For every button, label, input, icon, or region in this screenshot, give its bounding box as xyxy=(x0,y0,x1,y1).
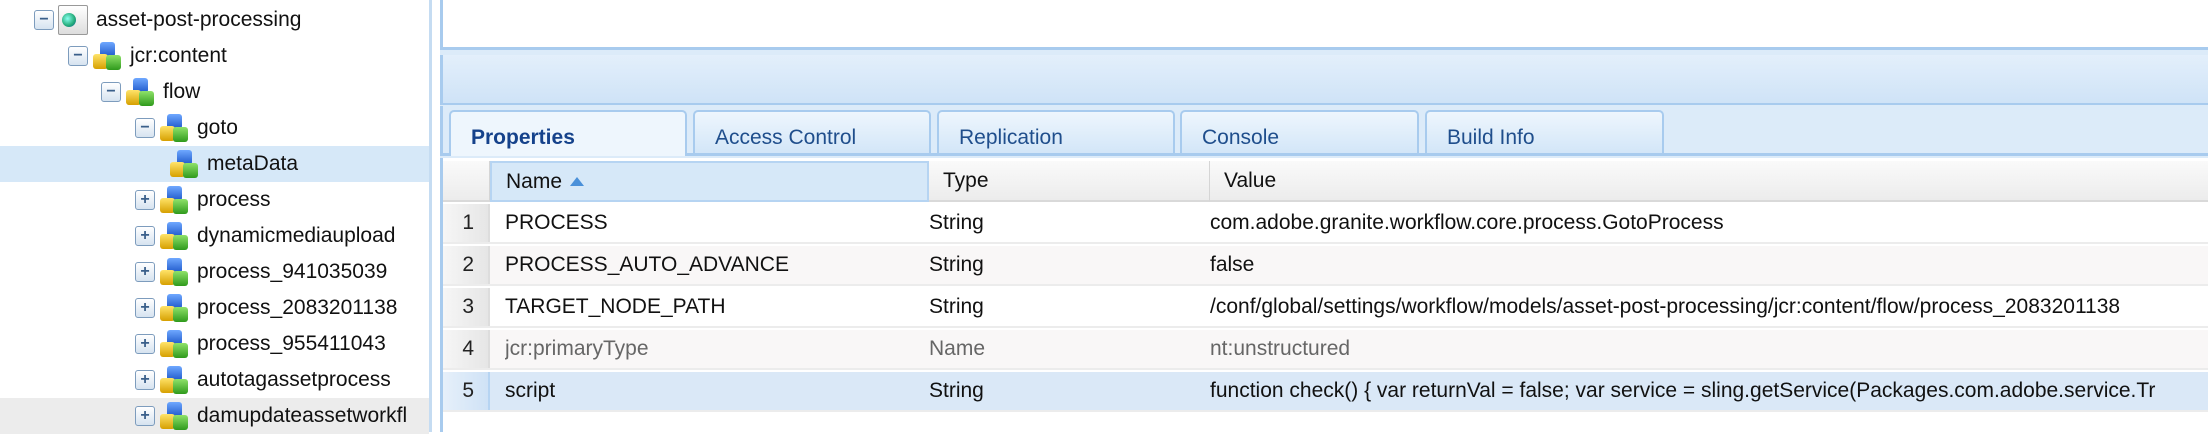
expand-icon[interactable]: + xyxy=(135,262,155,282)
property-value: /conf/global/settings/workflow/models/as… xyxy=(1210,295,2121,318)
expand-icon[interactable]: + xyxy=(135,190,155,210)
expand-icon[interactable]: + xyxy=(135,226,155,246)
node-icon xyxy=(159,401,189,431)
row-number: 2 xyxy=(443,246,490,284)
column-header-name-label: Name xyxy=(506,169,563,193)
tree-node-label: asset-post-processing xyxy=(96,8,302,31)
tree-node-label: goto xyxy=(197,116,238,139)
tab-bar: Properties Access Control Replication Co… xyxy=(440,106,2208,156)
row-number-header xyxy=(443,161,490,202)
property-name: TARGET_NODE_PATH xyxy=(505,295,726,318)
tree-node-label: jcr:content xyxy=(130,44,227,67)
column-header-name[interactable]: Name xyxy=(490,161,929,202)
node-icon xyxy=(159,113,189,143)
property-type: String xyxy=(929,211,984,234)
row-number: 3 xyxy=(443,288,490,326)
top-panel xyxy=(440,0,2208,50)
table-row[interactable]: 3 TARGET_NODE_PATH String /conf/global/s… xyxy=(443,288,2208,328)
collapse-icon[interactable]: − xyxy=(68,46,88,66)
toolbar xyxy=(440,55,2208,105)
table-row[interactable]: 1 PROCESS String com.adobe.granite.workf… xyxy=(443,204,2208,244)
node-icon xyxy=(125,77,155,107)
properties-grid: Name Type Value 1 PROCESS String com.ado… xyxy=(440,158,2208,432)
expand-icon[interactable]: + xyxy=(135,334,155,354)
tree-node-label: process_955411043 xyxy=(197,332,386,355)
table-row[interactable]: 4 jcr:primaryType Name nt:unstructured xyxy=(443,330,2208,370)
property-type: String xyxy=(929,295,984,318)
property-value: com.adobe.granite.workflow.core.process.… xyxy=(1210,211,1724,234)
property-type: String xyxy=(929,379,984,402)
tree-node[interactable]: − asset-post-processing xyxy=(0,2,429,38)
property-value: function check() { var returnVal = false… xyxy=(1210,379,2156,402)
tree-node[interactable]: + autotagassetprocess xyxy=(0,362,429,398)
property-value: false xyxy=(1210,253,1255,276)
content-panel: Properties Access Control Replication Co… xyxy=(440,0,2208,432)
property-type: String xyxy=(929,253,984,276)
tree-node[interactable]: + dynamicmediaupload xyxy=(0,218,429,254)
tree-node[interactable]: metaData xyxy=(0,146,429,182)
tree-node-label: metaData xyxy=(207,152,299,175)
expand-icon[interactable]: + xyxy=(135,370,155,390)
collapse-icon[interactable]: − xyxy=(135,118,155,138)
row-number: 1 xyxy=(443,204,490,242)
tab-console[interactable]: Console xyxy=(1180,110,1419,153)
tree-node[interactable]: − goto xyxy=(0,110,429,146)
column-header-type[interactable]: Type xyxy=(929,161,1210,202)
node-icon xyxy=(159,293,189,323)
repository-tree: − asset-post-processing − jcr:content − flow −… xyxy=(0,0,432,434)
tree-node[interactable]: + damupdateassetworkfl xyxy=(0,398,429,434)
node-icon xyxy=(159,221,189,251)
tree-node[interactable]: + process_941035039 xyxy=(0,254,429,290)
tree-node[interactable]: − jcr:content xyxy=(0,38,429,74)
property-name: PROCESS xyxy=(505,211,608,234)
tree-node[interactable]: + process xyxy=(0,182,429,218)
property-name: script xyxy=(505,379,556,402)
tree-node[interactable]: + process_2083201138 xyxy=(0,290,429,326)
property-type: Name xyxy=(929,337,986,360)
tab-access-control[interactable]: Access Control xyxy=(693,110,931,153)
expand-icon[interactable]: + xyxy=(135,406,155,426)
collapse-icon[interactable]: − xyxy=(101,82,121,102)
table-row[interactable]: 2 PROCESS_AUTO_ADVANCE String false xyxy=(443,246,2208,286)
tree-node-label: autotagassetprocess xyxy=(197,368,391,391)
property-name: jcr:primaryType xyxy=(505,337,649,360)
tree-node[interactable]: + process_955411043 xyxy=(0,326,429,362)
sort-ascending-icon xyxy=(570,177,585,186)
tree-node[interactable]: − flow xyxy=(0,74,429,110)
node-icon xyxy=(92,41,122,71)
tree-node-label: damupdateassetworkfl xyxy=(197,404,408,427)
row-number: 4 xyxy=(443,330,490,368)
tree-node-label: flow xyxy=(163,80,201,103)
page-globe-icon xyxy=(58,5,88,35)
property-value: nt:unstructured xyxy=(1210,337,1351,360)
row-number: 5 xyxy=(443,372,490,410)
expand-icon[interactable]: + xyxy=(135,298,155,318)
table-row[interactable]: 5 script String function check() { var r… xyxy=(443,372,2208,412)
node-icon xyxy=(159,365,189,395)
tree-node-label: process_941035039 xyxy=(197,260,388,283)
tab-build-info[interactable]: Build Info xyxy=(1425,110,1664,153)
node-icon xyxy=(159,185,189,215)
node-icon xyxy=(159,257,189,287)
tree-node-label: process xyxy=(197,188,271,211)
tab-replication[interactable]: Replication xyxy=(937,110,1175,153)
tab-properties[interactable]: Properties xyxy=(449,110,687,156)
node-icon xyxy=(169,149,199,179)
property-name: PROCESS_AUTO_ADVANCE xyxy=(505,253,789,276)
column-header-value[interactable]: Value xyxy=(1210,161,2208,202)
node-icon xyxy=(159,329,189,359)
tree-node-label: process_2083201138 xyxy=(197,296,398,319)
collapse-icon[interactable]: − xyxy=(34,10,54,30)
tree-node-label: dynamicmediaupload xyxy=(197,224,396,247)
